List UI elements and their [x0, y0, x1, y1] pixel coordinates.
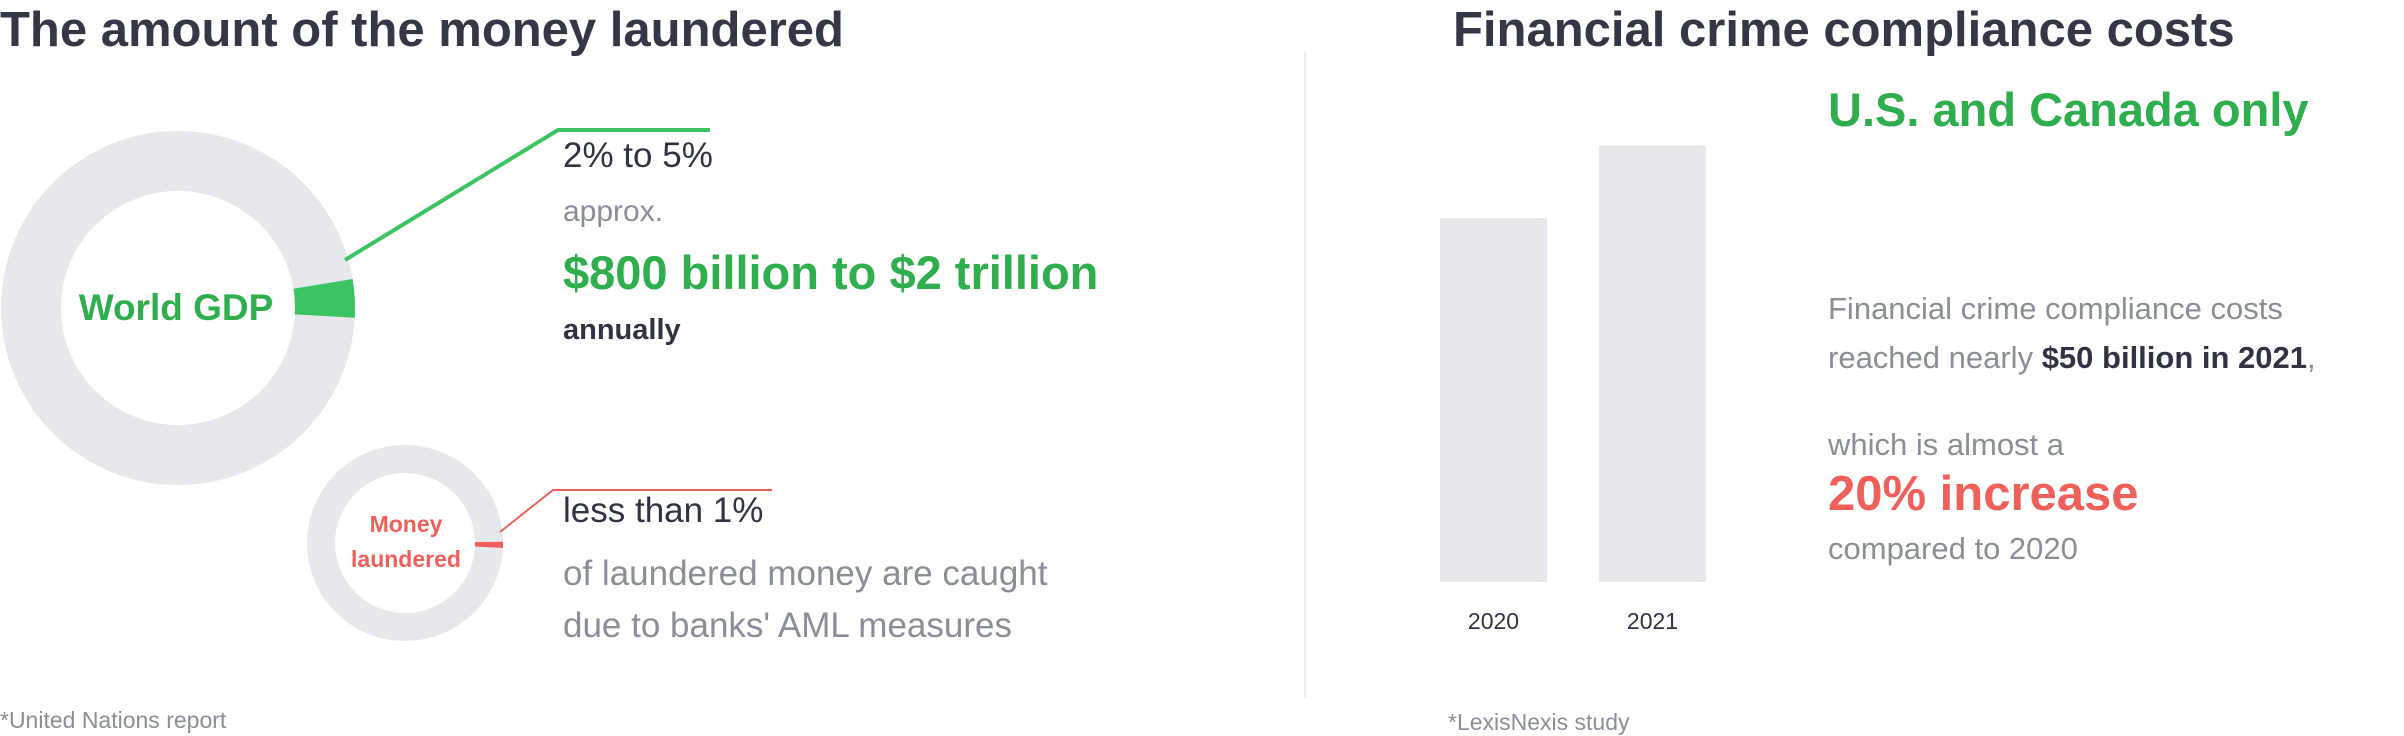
- right-source: *LexisNexis study: [1448, 709, 1630, 735]
- gdp-range: 2% to 5%: [563, 136, 713, 175]
- left-graphics: World GDP Money laundered: [1, 128, 772, 641]
- bar-2020: [1440, 218, 1547, 582]
- region-label: U.S. and Canada only: [1828, 83, 2309, 136]
- panel-divider: [1304, 52, 1306, 698]
- compliance-text-line3: which is almost a: [1828, 427, 2065, 462]
- laundered-donut: Money laundered: [307, 445, 503, 641]
- bar-label-2021: 2021: [1627, 608, 1678, 634]
- laundered-caught-slice: [474, 541, 503, 548]
- gdp-donut: World GDP: [1, 131, 355, 485]
- increase-label: 20% increase: [1828, 467, 2139, 521]
- left-source: *United Nations report: [0, 707, 227, 733]
- caught-line1: of laundered money are caught: [563, 554, 1048, 593]
- gdp-leader-line: [343, 128, 710, 262]
- gdp-period: annually: [563, 314, 681, 346]
- laundered-label-line1: Money: [370, 511, 443, 537]
- compliance-text-line2-prefix: reached nearly: [1828, 340, 2042, 375]
- compliance-text-line1: Financial crime compliance costs: [1828, 291, 2283, 326]
- gdp-amount: $800 billion to $2 trillion: [563, 246, 1099, 299]
- compliance-amount: $50 billion in 2021: [2041, 340, 2308, 375]
- laundered-leader-line: [499, 489, 772, 533]
- laundered-label-line2: laundered: [351, 546, 461, 572]
- caught-line2: due to banks' AML measures: [563, 606, 1012, 645]
- compliance-bar-chart: 2020 2021: [1440, 145, 1706, 634]
- bar-2021: [1599, 145, 1706, 583]
- compliance-text-line2: reached nearly $50 billion in 2021,: [1828, 340, 2316, 376]
- laundered-ring: [307, 445, 503, 641]
- caught-range: less than 1%: [563, 491, 764, 530]
- gdp-approx: approx.: [563, 195, 664, 228]
- right-title: Financial crime compliance costs: [1453, 3, 2235, 57]
- bar-label-2020: 2020: [1468, 608, 1519, 634]
- compliance-text-line4: compared to 2020: [1828, 531, 2078, 566]
- compliance-text-line2-suffix: ,: [2307, 340, 2316, 375]
- left-title: The amount of the money laundered: [0, 3, 844, 57]
- gdp-laundered-slice: [293, 278, 355, 318]
- gdp-donut-label: World GDP: [79, 287, 274, 328]
